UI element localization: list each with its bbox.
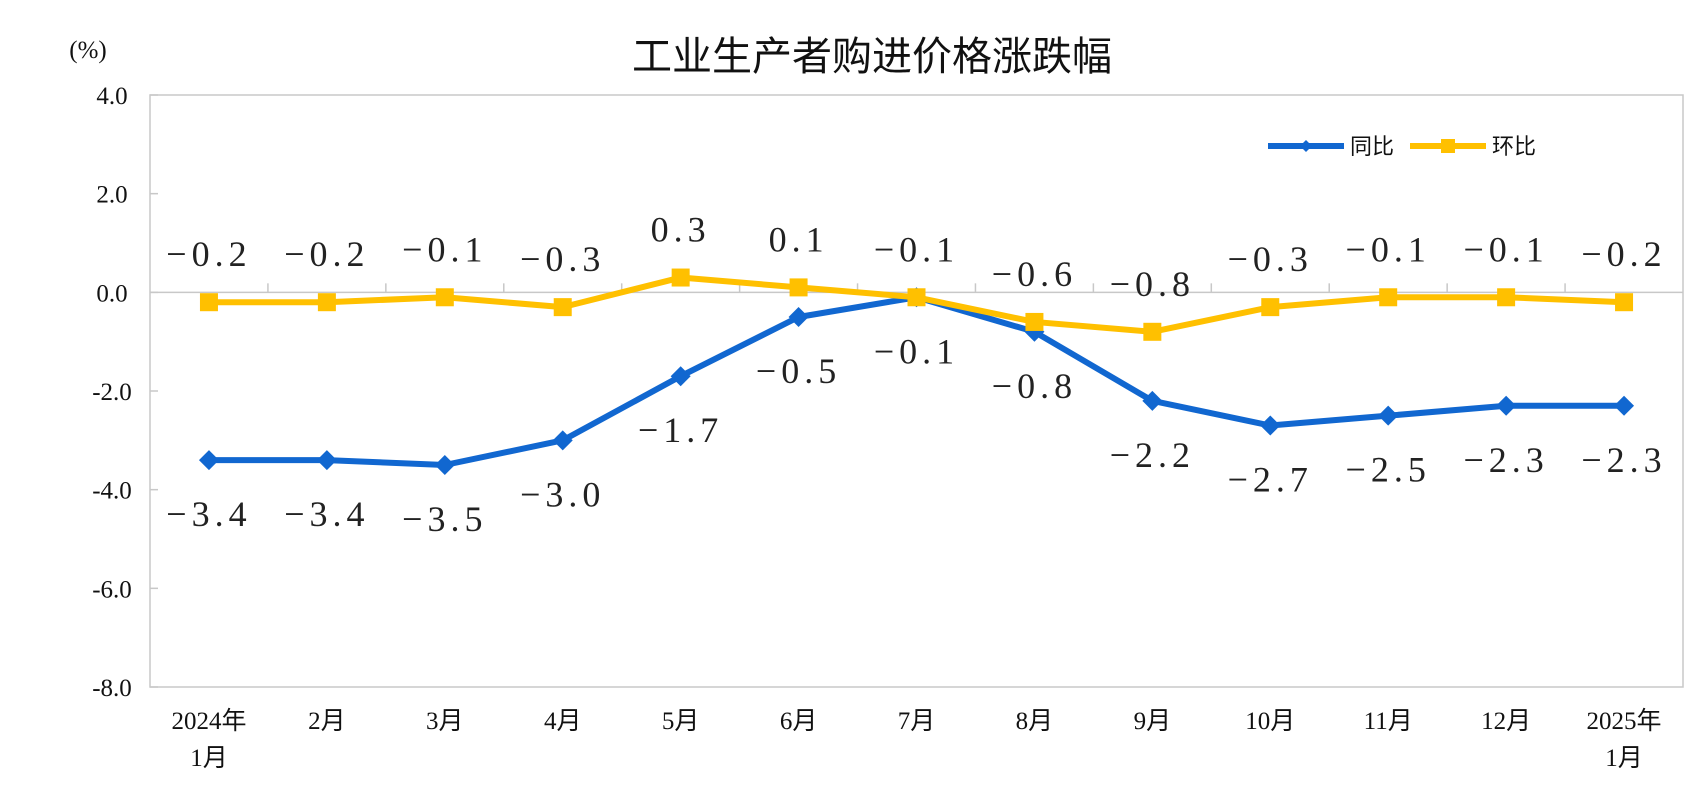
- y-tick-label: -2.0: [92, 379, 132, 406]
- x-tick-label: 8月: [1016, 708, 1054, 735]
- data-label: −0.8: [992, 366, 1077, 406]
- data-label: −0.3: [1228, 239, 1313, 279]
- legend-marker: [1441, 139, 1455, 153]
- data-label: −0.1: [874, 229, 959, 269]
- data-label: −1.7: [638, 410, 723, 450]
- legend-marker: [1300, 140, 1312, 152]
- data-point: [435, 288, 454, 307]
- y-tick-label: 2.0: [96, 182, 127, 209]
- data-label: −0.1: [1463, 229, 1548, 269]
- data-point: [907, 288, 926, 307]
- x-tick-label: 1月: [190, 745, 228, 772]
- x-tick-label: 5月: [662, 708, 700, 735]
- y-axis-unit: (%): [69, 37, 106, 64]
- x-tick-label: 12月: [1481, 708, 1531, 735]
- chart-title: 工业生产者购进价格涨跌幅: [632, 34, 1112, 80]
- plot-area-border: [149, 94, 1684, 688]
- data-label: −2.2: [1110, 435, 1195, 475]
- data-point: [552, 430, 573, 451]
- data-point: [1143, 322, 1162, 341]
- data-label: −2.3: [1463, 440, 1548, 480]
- data-label: −2.3: [1581, 440, 1666, 480]
- data-point: [434, 455, 455, 475]
- data-point: [1379, 288, 1398, 307]
- data-point: [789, 278, 808, 297]
- y-tick-label: 0.0: [96, 280, 127, 307]
- data-label: −3.5: [402, 499, 487, 539]
- data-label: −0.2: [166, 234, 251, 274]
- data-label: −0.5: [756, 351, 841, 391]
- data-label: −0.1: [402, 229, 487, 269]
- x-tick-label: 6月: [780, 708, 818, 735]
- data-label: 0.1: [769, 219, 829, 259]
- y-tick-label: -8.0: [92, 675, 132, 702]
- data-point: [198, 450, 219, 471]
- x-tick-label: 11月: [1364, 708, 1413, 735]
- y-tick-label: 4.0: [96, 83, 127, 110]
- x-tick-label: 4月: [544, 708, 582, 735]
- x-tick-label: 2025年: [1587, 707, 1662, 735]
- data-point: [1614, 395, 1635, 416]
- data-point: [1497, 288, 1516, 307]
- x-tick-label: 2024年: [171, 707, 246, 735]
- data-label: −0.1: [874, 331, 959, 371]
- data-point: [553, 298, 572, 317]
- legend-label: 同比: [1350, 135, 1394, 160]
- data-point: [1142, 390, 1163, 411]
- data-point: [1496, 395, 1517, 416]
- data-point: [316, 450, 337, 471]
- data-label: −3.0: [520, 474, 605, 514]
- data-label: 0.3: [651, 210, 711, 250]
- y-tick-label: -6.0: [92, 576, 132, 603]
- x-tick-label: 9月: [1134, 708, 1172, 735]
- data-label: −3.4: [166, 494, 251, 534]
- data-point: [671, 268, 690, 287]
- x-tick-label: 2月: [308, 708, 346, 735]
- x-tick-label: 7月: [898, 708, 936, 735]
- series-line-同比: [208, 294, 1625, 468]
- data-label: −0.6: [992, 254, 1077, 294]
- data-label: −3.4: [284, 494, 369, 534]
- data-point: [1615, 293, 1634, 312]
- data-point: [670, 366, 691, 387]
- x-tick-label: 10月: [1245, 708, 1295, 735]
- x-tick-label: 1月: [1605, 745, 1643, 772]
- x-tick-label: 3月: [426, 708, 464, 735]
- data-point: [199, 293, 218, 312]
- y-tick-label: -4.0: [92, 478, 132, 505]
- data-point: [788, 307, 809, 327]
- data-label: −0.2: [1581, 234, 1666, 274]
- data-label: −0.2: [284, 234, 369, 274]
- data-point: [1378, 405, 1399, 426]
- data-point: [1260, 415, 1281, 436]
- data-point: [317, 293, 336, 312]
- legend-label: 环比: [1492, 135, 1536, 160]
- data-point: [1025, 312, 1044, 331]
- data-label: −0.8: [1110, 264, 1195, 304]
- data-label: −0.3: [520, 239, 605, 279]
- legend: 同比 环比: [1268, 135, 1536, 160]
- data-label: −0.1: [1346, 229, 1431, 269]
- data-point: [1261, 298, 1280, 317]
- data-label: −2.5: [1346, 450, 1431, 490]
- data-label: −2.7: [1228, 460, 1313, 500]
